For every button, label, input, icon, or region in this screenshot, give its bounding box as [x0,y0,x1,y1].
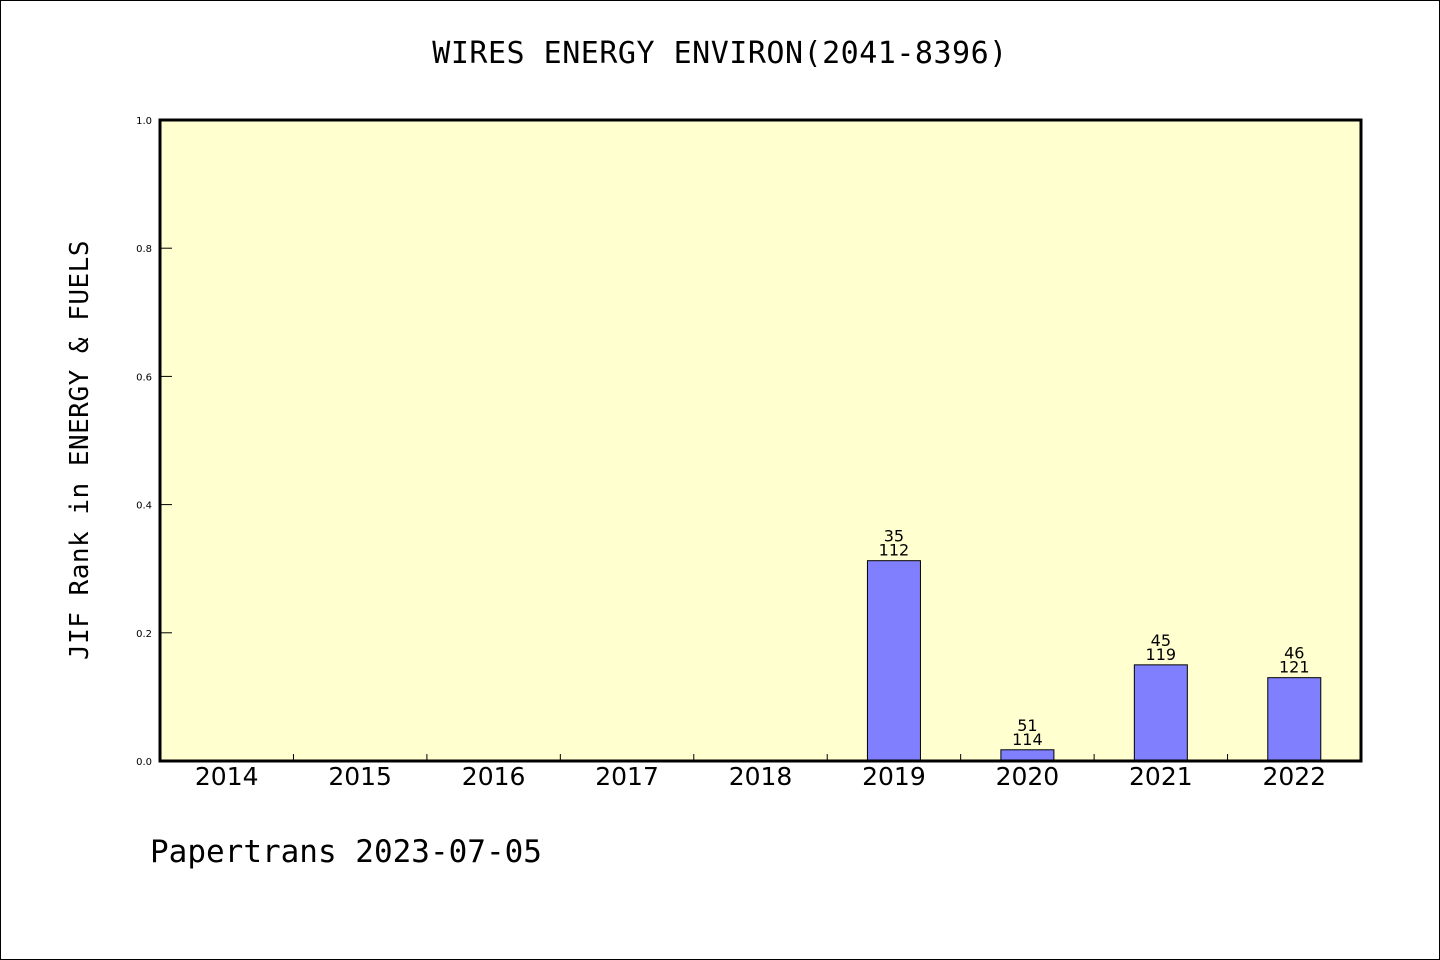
y-tick-label: 0.8 [136,244,152,255]
y-tick-label: 0.0 [136,757,152,768]
y-tick-label: 0.6 [136,372,152,383]
bar-rank-label-2020: 51 [1017,716,1037,735]
x-tick-label-2020: 2020 [996,762,1060,791]
bar-2019 [866,560,921,762]
plot-border [158,118,1363,763]
x-tick-label-2019: 2019 [862,762,926,791]
bars-group [866,560,1322,762]
bar-2020 [1000,749,1055,762]
plot-area [160,120,1361,761]
bar-total-label-2019: 112 [879,541,910,560]
bar-2021 [1133,664,1188,762]
bar-rank-label-2019: 35 [884,527,904,546]
y-tick-label: 0.4 [136,501,152,512]
x-tick-label-2015: 2015 [328,762,392,791]
bar-total-label-2021: 119 [1146,645,1177,664]
x-tick-label-2016: 2016 [462,762,526,791]
x-tick-label-2018: 2018 [729,762,793,791]
x-tick-label-2021: 2021 [1129,762,1193,791]
footer-text: Papertrans 2023-07-05 [150,834,542,870]
bar-rank-label-2022: 46 [1284,644,1304,663]
x-tick-label-2014: 2014 [195,762,259,791]
y-tick-label: 1.0 [136,116,152,127]
bar-2022 [1267,677,1322,762]
chart-title: WIRES ENERGY ENVIRON(2041-8396) [432,36,1008,71]
bar-rank-label-2021: 45 [1151,631,1171,650]
x-tick-label-2022: 2022 [1262,762,1326,791]
bar-total-label-2022: 121 [1279,658,1310,677]
x-tick-label-2017: 2017 [595,762,659,791]
y-tick-label: 0.2 [136,629,152,640]
bar-total-label-2020: 114 [1012,730,1043,749]
x-axis-ticks: 2014 2015 2016 2017 2018 2019 2020 2021 2022 [195,754,1326,791]
